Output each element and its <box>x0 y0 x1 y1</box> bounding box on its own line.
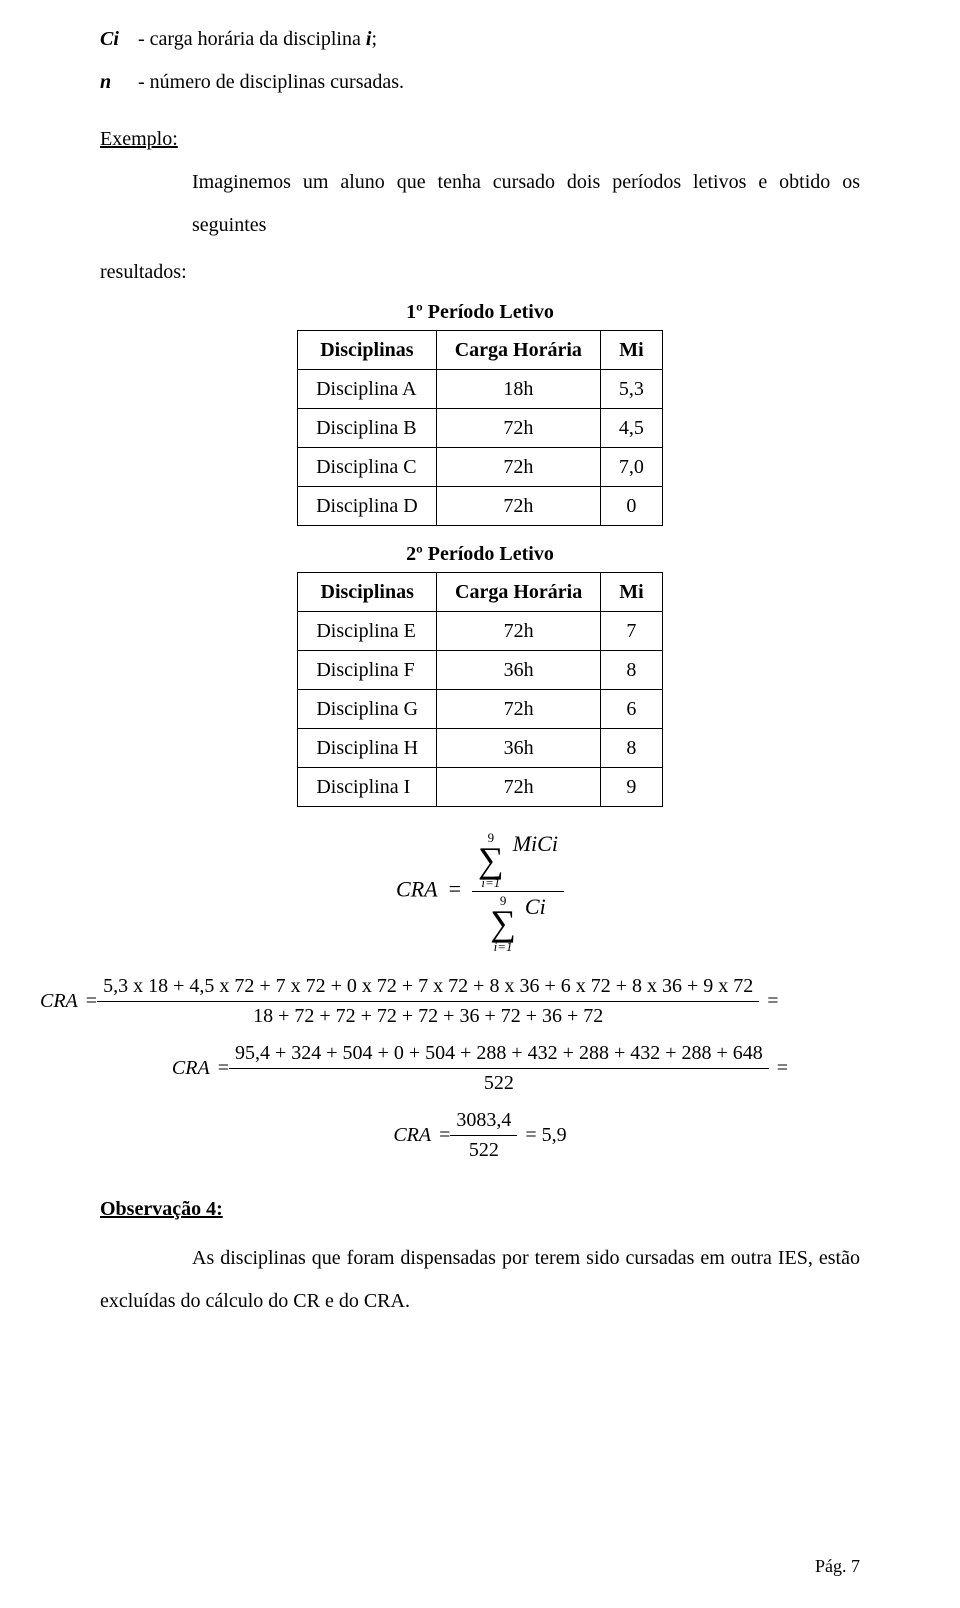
t1r1c1: 72h <box>436 409 600 448</box>
eq3-num: 3083,4 <box>450 1107 517 1136</box>
formula-fraction: 9 ∑ i=1 MiCi 9 ∑ i=1 Ci <box>472 831 564 953</box>
t1r1c0: Disciplina B <box>298 409 437 448</box>
eq1-eq: = <box>86 980 97 1023</box>
def-ci-text: - carga horária da disciplina i; <box>138 18 377 61</box>
table-row: Disciplina E72h7 <box>298 612 662 651</box>
table1-title: 1º Período Letivo <box>100 296 860 328</box>
sum-lower-2: i=1 <box>490 940 516 953</box>
page-footer: Pág. 7 <box>815 1547 860 1586</box>
def-ci: Ci - carga horária da disciplina i; <box>100 18 860 61</box>
t1r3c2: 0 <box>600 487 662 526</box>
t1r3c1: 72h <box>436 487 600 526</box>
eq2-lhs: CRA <box>172 1047 210 1090</box>
equation-2: CRA = 95,4 + 324 + 504 + 0 + 504 + 288 +… <box>100 1040 860 1097</box>
t2r4c1: 72h <box>437 768 601 807</box>
table2-header-row: Disciplinas Carga Horária Mi <box>298 573 662 612</box>
eq2-tail: = <box>777 1047 788 1090</box>
table-row: Disciplina G72h6 <box>298 690 662 729</box>
table-row: Disciplina H36h8 <box>298 729 662 768</box>
sum-icon: 9 ∑ i=1 <box>490 894 516 952</box>
eq1-tail: = <box>767 980 778 1023</box>
equation-1: CRA = 5,3 x 18 + 4,5 x 72 + 7 x 72 + 0 x… <box>40 973 920 1030</box>
t1r2c0: Disciplina C <box>298 448 437 487</box>
table2-title: 2º Período Letivo <box>100 538 860 570</box>
eq2-num: 95,4 + 324 + 504 + 0 + 504 + 288 + 432 +… <box>229 1040 769 1069</box>
observation-text: As disciplinas que foram dispensadas por… <box>100 1237 860 1323</box>
main-formula: CRA = 9 ∑ i=1 MiCi 9 ∑ i=1 Ci <box>100 831 860 953</box>
equation-3: CRA = 3083,4 522 = 5,9 <box>100 1107 860 1164</box>
table2-h0: Disciplinas <box>298 573 437 612</box>
t1r2c1: 72h <box>436 448 600 487</box>
eq2-den: 522 <box>478 1069 520 1097</box>
t2r4c2: 9 <box>601 768 662 807</box>
eq2-eq: = <box>218 1047 229 1090</box>
eq1-fraction: 5,3 x 18 + 4,5 x 72 + 7 x 72 + 0 x 72 + … <box>97 973 759 1030</box>
formula-num-term: MiCi <box>513 831 558 856</box>
eq1-num: 5,3 x 18 + 4,5 x 72 + 7 x 72 + 0 x 72 + … <box>97 973 759 1002</box>
def-ci-symbol: Ci <box>100 18 138 61</box>
t1r2c2: 7,0 <box>600 448 662 487</box>
t1r1c2: 4,5 <box>600 409 662 448</box>
table-row: Disciplina D72h0 <box>298 487 663 526</box>
sigma-icon: ∑ <box>490 907 516 939</box>
t2r0c2: 7 <box>601 612 662 651</box>
t2r1c1: 36h <box>437 651 601 690</box>
table-row: Disciplina C72h7,0 <box>298 448 663 487</box>
definitions-block: Ci - carga horária da disciplina i; n - … <box>100 18 860 104</box>
example-line1: Imaginemos um aluno que tenha cursado do… <box>192 161 860 247</box>
table1-header-row: Disciplinas Carga Horária Mi <box>298 331 663 370</box>
eq1-den: 18 + 72 + 72 + 72 + 72 + 36 + 72 + 36 + … <box>247 1002 609 1030</box>
table2: Disciplinas Carga Horária Mi Disciplina … <box>297 572 662 807</box>
eq2-fraction: 95,4 + 324 + 504 + 0 + 504 + 288 + 432 +… <box>229 1040 769 1097</box>
eq1-lhs: CRA <box>40 980 78 1023</box>
def-n: n - número de disciplinas cursadas. <box>100 61 860 104</box>
t1r0c0: Disciplina A <box>298 370 437 409</box>
formula-numerator: 9 ∑ i=1 MiCi <box>472 831 564 892</box>
t2r1c2: 8 <box>601 651 662 690</box>
t2r2c2: 6 <box>601 690 662 729</box>
table1-h0: Disciplinas <box>298 331 437 370</box>
t2r3c0: Disciplina H <box>298 729 437 768</box>
def-n-symbol: n <box>100 61 138 104</box>
example-label: Exemplo: <box>100 118 860 161</box>
t2r2c0: Disciplina G <box>298 690 437 729</box>
eq3-den: 522 <box>463 1136 505 1164</box>
table1: Disciplinas Carga Horária Mi Disciplina … <box>297 330 663 526</box>
sigma-icon: ∑ <box>478 844 504 876</box>
t2r0c1: 72h <box>437 612 601 651</box>
eq3-fraction: 3083,4 522 <box>450 1107 517 1164</box>
example-line2: resultados: <box>100 251 860 294</box>
table-row: Disciplina F36h8 <box>298 651 662 690</box>
t1r3c0: Disciplina D <box>298 487 437 526</box>
formula-lhs: CRA <box>396 876 438 901</box>
t2r4c0: Disciplina I <box>298 768 437 807</box>
table2-h1: Carga Horária <box>437 573 601 612</box>
t1r0c1: 18h <box>436 370 600 409</box>
eq3-eq: = <box>439 1114 450 1157</box>
t2r3c2: 8 <box>601 729 662 768</box>
def-ci-text-main: - carga horária da disciplina <box>138 28 366 50</box>
def-ci-tail: ; <box>371 28 377 50</box>
t2r2c1: 72h <box>437 690 601 729</box>
def-n-text: - número de disciplinas cursadas. <box>138 61 404 104</box>
observation-heading: Observação 4: <box>100 1188 860 1231</box>
sum-lower-1: i=1 <box>478 876 504 889</box>
t2r3c1: 36h <box>437 729 601 768</box>
eq3-rhs: = 5,9 <box>525 1114 566 1157</box>
table-row: Disciplina B72h4,5 <box>298 409 663 448</box>
sum-icon: 9 ∑ i=1 <box>478 831 504 889</box>
t2r0c0: Disciplina E <box>298 612 437 651</box>
t2r1c0: Disciplina F <box>298 651 437 690</box>
t1r0c2: 5,3 <box>600 370 662 409</box>
table1-h1: Carga Horária <box>436 331 600 370</box>
table-row: Disciplina A18h5,3 <box>298 370 663 409</box>
table1-h2: Mi <box>600 331 662 370</box>
formula-denominator: 9 ∑ i=1 Ci <box>472 892 564 952</box>
formula-den-term: Ci <box>525 894 546 919</box>
formula-eq: = <box>449 876 461 901</box>
page: Ci - carga horária da disciplina i; n - … <box>0 0 960 1608</box>
eq3-lhs: CRA <box>393 1114 431 1157</box>
table-row: Disciplina I72h9 <box>298 768 662 807</box>
table2-h2: Mi <box>601 573 662 612</box>
